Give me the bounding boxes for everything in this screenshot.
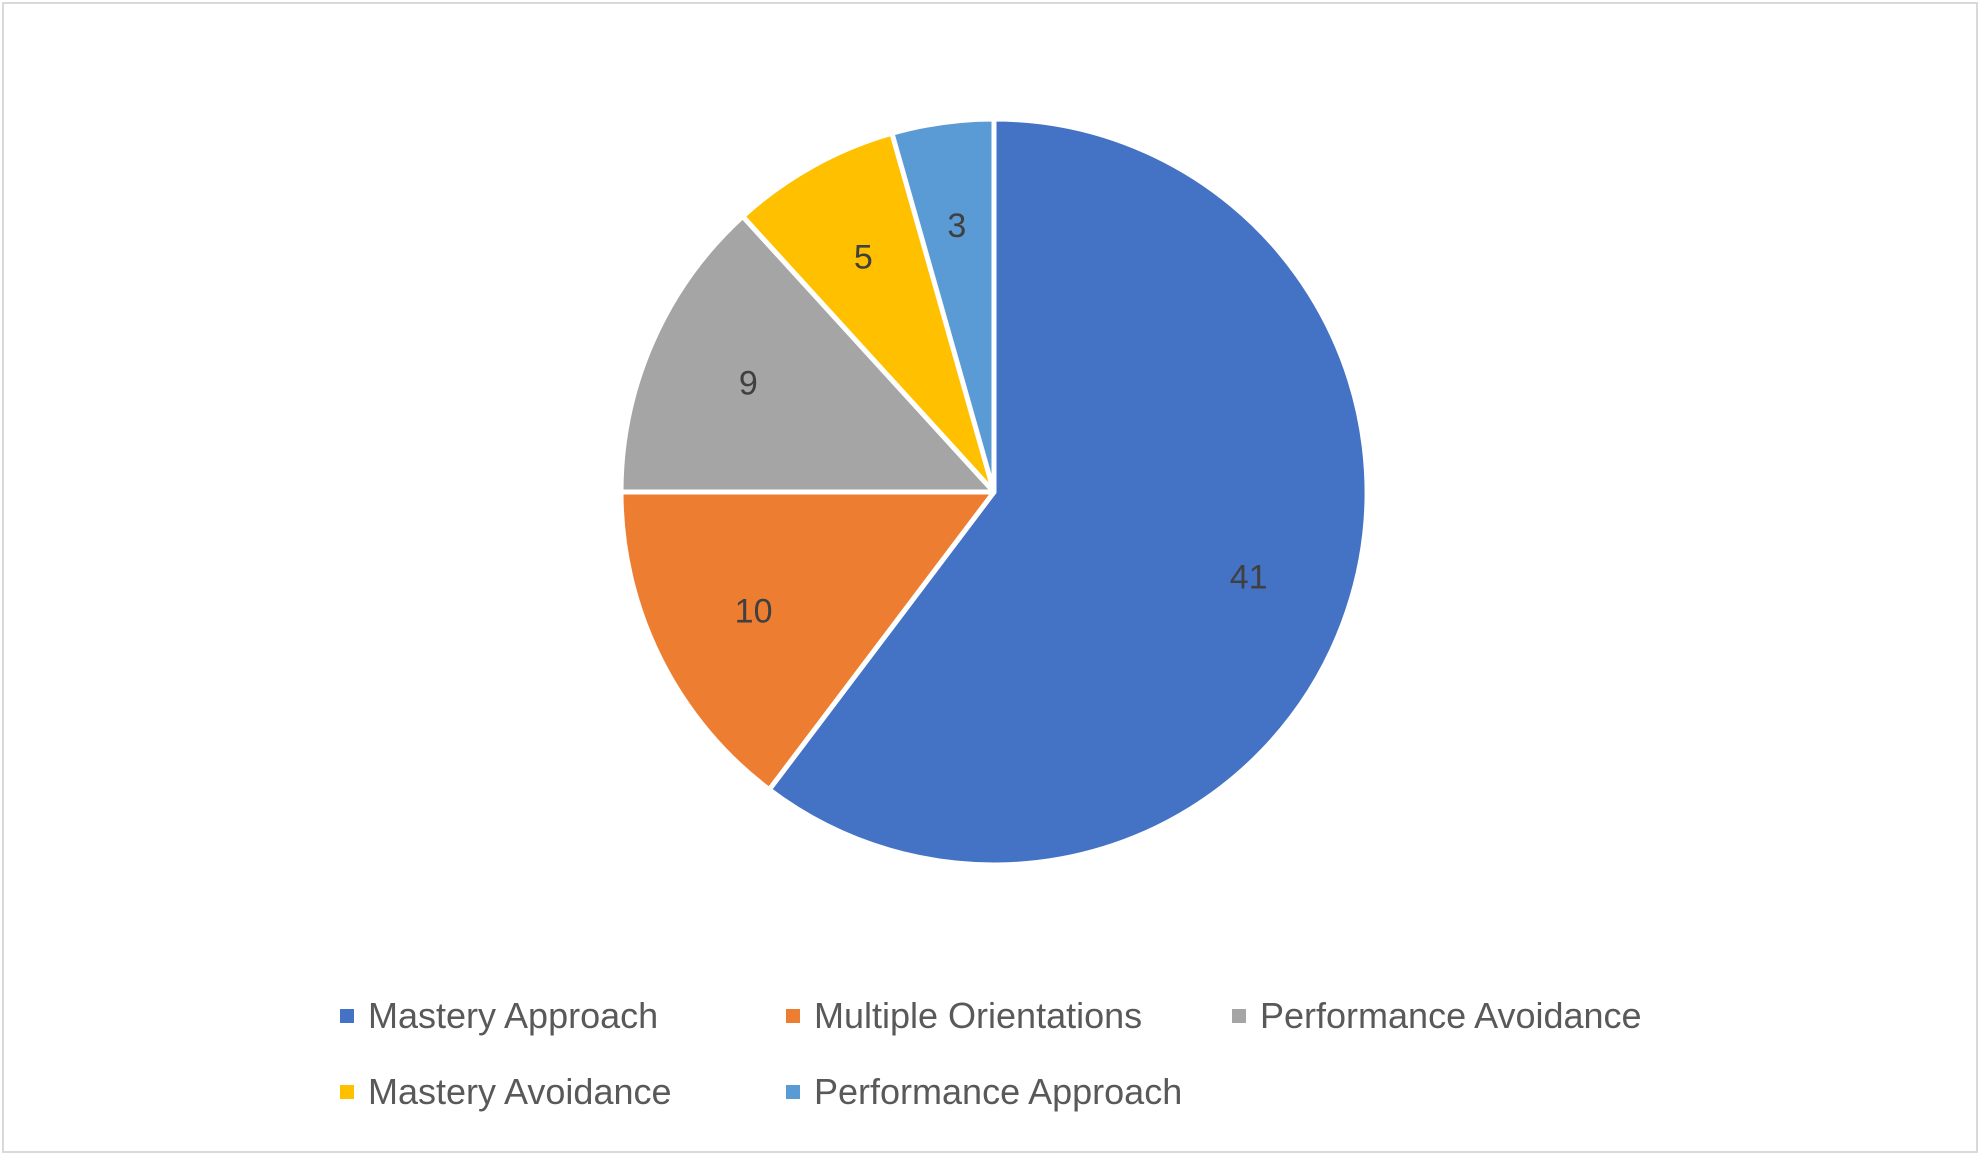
legend-item-mastery-approach: Mastery Approach: [340, 994, 658, 1038]
legend-item-mastery-avoidance: Mastery Avoidance: [340, 1070, 672, 1114]
legend-label-multiple-orientations: Multiple Orientations: [814, 995, 1143, 1036]
data-label-mastery-avoidance: 5: [854, 238, 873, 276]
pie-slice-mastery-avoidance: [740, 130, 997, 495]
legend-swatch-mastery-avoidance: [340, 1085, 354, 1099]
legend-label-performance-approach: Performance Approach: [814, 1071, 1183, 1112]
data-label-mastery-approach: 41: [1230, 558, 1268, 596]
legend-label-performance-avoidance: Performance Avoidance: [1260, 995, 1642, 1036]
pie-chart: 41 10 9 5 3: [618, 116, 1370, 868]
legend-swatch-mastery-approach: [340, 1009, 354, 1023]
legend-swatch-performance-avoidance: [1232, 1009, 1246, 1023]
legend-item-multiple-orientations: Multiple Orientations: [786, 994, 1142, 1038]
legend-item-performance-avoidance: Performance Avoidance: [1232, 994, 1642, 1038]
data-label-performance-avoidance: 9: [739, 365, 758, 403]
legend-label-mastery-approach: Mastery Approach: [368, 995, 659, 1036]
data-label-performance-approach: 3: [947, 207, 966, 245]
legend-item-performance-approach: Performance Approach: [786, 1070, 1182, 1114]
legend-swatch-multiple-orientations: [786, 1009, 800, 1023]
pie-slice-performance-approach: [889, 116, 997, 495]
pie-slice-mastery-approach: [766, 116, 1370, 868]
pie-slice-performance-avoidance: [618, 213, 997, 495]
legend-label-mastery-avoidance: Mastery Avoidance: [368, 1071, 672, 1112]
data-label-multiple-orientations: 10: [735, 593, 773, 631]
pie-slice-multiple-orientations: [618, 489, 997, 793]
legend-swatch-performance-approach: [786, 1085, 800, 1099]
